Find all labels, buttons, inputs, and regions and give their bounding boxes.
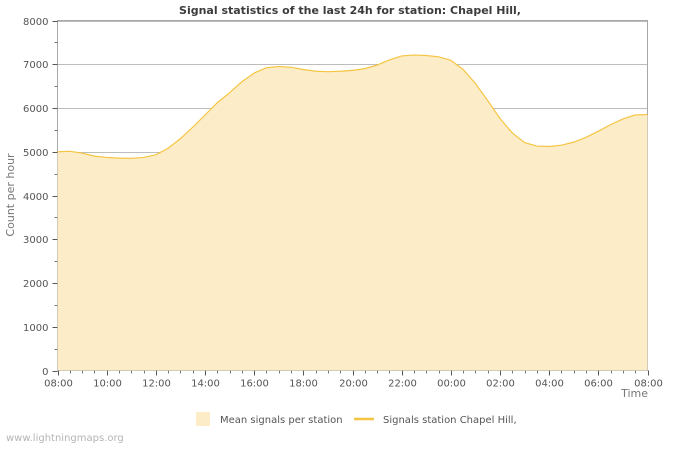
x-tick-label-0: 08:00	[44, 379, 73, 390]
y-tick-label-2000: 2000	[23, 279, 48, 290]
y-axis-title: Count per hour	[4, 153, 17, 237]
x-axis-ticks: 08:00 10:00 12:00 14:00 16:00 18:00 20:00 22:00…	[44, 370, 663, 390]
x-tick-label-6: 20:00	[339, 379, 368, 390]
y-tick-label-3000: 3000	[23, 235, 48, 246]
area-fill-mean-signals	[57, 55, 648, 371]
legend-label-signals-station: Signals station Chapel Hill,	[383, 415, 517, 426]
chart-title: Signal statistics of the last 24h for st…	[179, 4, 521, 17]
x-tick-label-10: 04:00	[535, 379, 564, 390]
watermark-text: www.lightningmaps.org	[6, 433, 124, 444]
line-signals-station	[57, 54, 648, 159]
x-tick-label-3: 14:00	[191, 379, 220, 390]
y-tick-label-7000: 7000	[23, 60, 48, 71]
x-axis-title: Time	[620, 387, 648, 400]
y-tick-label-6000: 6000	[23, 104, 48, 115]
y-tick-label-4000: 4000	[23, 192, 48, 203]
x-tick-label-12: 08:00	[634, 379, 663, 390]
y-tick-label-1000: 1000	[23, 323, 48, 334]
chart-legend: Mean signals per station Signals station…	[196, 412, 517, 426]
x-tick-label-1: 10:00	[93, 379, 122, 390]
legend-label-mean-signals: Mean signals per station	[220, 415, 343, 426]
x-tick-label-11: 06:00	[584, 379, 613, 390]
x-tick-label-8: 00:00	[437, 379, 466, 390]
legend-swatch-mean-signals	[196, 412, 210, 426]
y-tick-label-8000: 8000	[23, 17, 48, 28]
y-tick-label-0: 0	[42, 367, 48, 378]
x-tick-label-5: 18:00	[289, 379, 318, 390]
y-tick-label-5000: 5000	[23, 148, 48, 159]
y-axis-ticks: 0 1000 2000 3000 4000 5000 6000 7000 8000	[23, 17, 58, 378]
x-tick-label-2: 12:00	[142, 379, 171, 390]
data-series-layer	[57, 54, 648, 371]
x-tick-label-9: 02:00	[486, 379, 515, 390]
x-tick-label-4: 16:00	[240, 379, 269, 390]
x-tick-label-7: 22:00	[388, 379, 417, 390]
